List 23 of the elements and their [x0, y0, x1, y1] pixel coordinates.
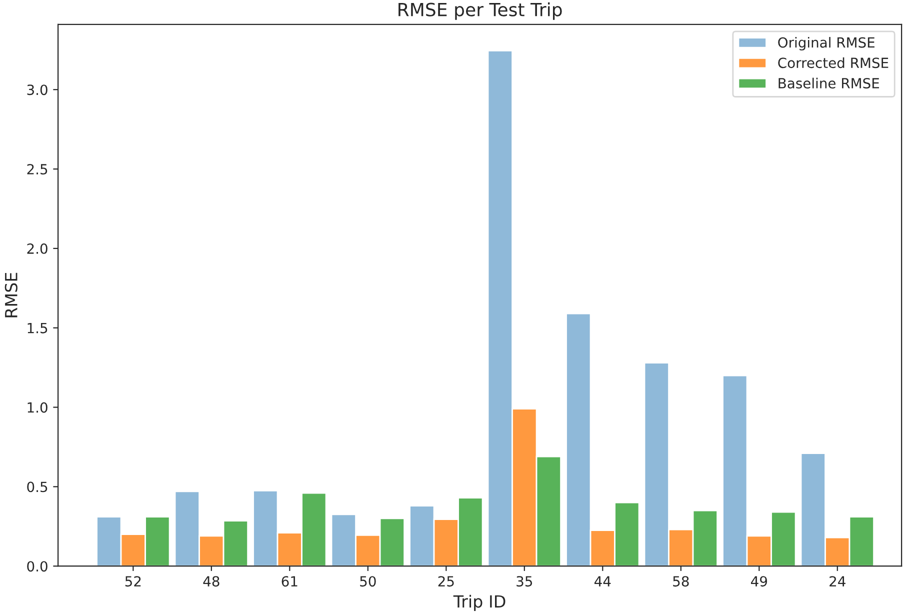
x-tick-label: 50	[360, 576, 376, 587]
y-tick-label: 2.0	[27, 243, 48, 254]
x-tick-label: 61	[282, 576, 298, 587]
y-tick-label: 0.0	[27, 561, 48, 572]
x-tick-label: 52	[125, 576, 141, 587]
x-tick-label: 58	[673, 576, 689, 587]
x-tick-label: 24	[830, 576, 846, 586]
chart-title: RMSE per Test Trip	[398, 2, 562, 20]
y-tick-label: 1.5	[28, 323, 48, 334]
x-tick-label: 48	[203, 576, 220, 587]
y-axis-title: RMSE	[4, 272, 18, 318]
y-tick-label: 3.0	[27, 84, 48, 96]
y-tick-label: 0.5	[27, 482, 48, 492]
x-tick-label: 44	[594, 576, 611, 586]
x-tick-label: 25	[438, 576, 454, 587]
legend-label: Original RMSE	[778, 36, 874, 50]
x-tick-label: 35	[516, 576, 532, 587]
y-tick-label: 1.0	[28, 402, 48, 413]
y-tick-label: 2.5	[27, 164, 48, 174]
x-axis-title: Trip ID	[453, 594, 506, 611]
legend-label: Corrected RMSE	[778, 57, 888, 68]
x-tick-label: 49	[750, 576, 768, 587]
legend-label: Baseline RMSE	[778, 78, 879, 89]
